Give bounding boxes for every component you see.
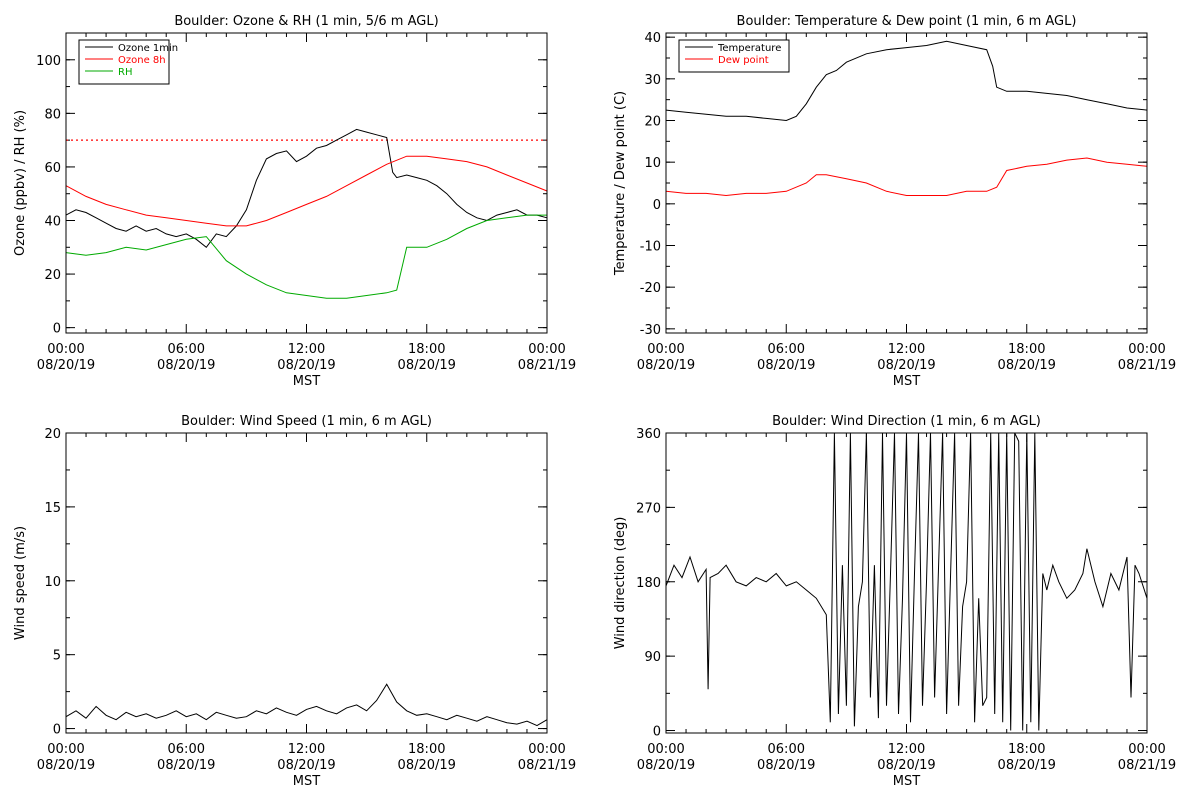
x-tick-label-time: 12:00 <box>888 342 925 357</box>
x-tick-label-date: 08/21/19 <box>518 758 576 773</box>
y-tick-label: 40 <box>44 215 61 230</box>
y-tick-label: 30 <box>644 73 661 88</box>
x-tick-label-date: 08/20/19 <box>37 358 95 373</box>
y-tick-label: -20 <box>640 281 661 296</box>
y-tick-label: -10 <box>640 240 661 255</box>
legend-label: Ozone 8h <box>118 55 166 66</box>
x-axis-label: MST <box>893 774 920 789</box>
series-line-temperature <box>665 40 1148 122</box>
x-tick-label-date: 08/20/19 <box>757 758 815 773</box>
chart-panel-wind_dir: Boulder: Wind Direction (1 min, 6 m AGL)… <box>613 414 1176 789</box>
x-tick-label-time: 00:00 <box>528 342 565 357</box>
x-tick-label-time: 18:00 <box>408 742 445 757</box>
x-tick-label-time: 00:00 <box>47 742 84 757</box>
y-tick-label: 0 <box>53 723 61 738</box>
y-tick-label: 0 <box>53 322 61 337</box>
y-tick-label: 80 <box>44 107 61 122</box>
x-tick-label-date: 08/20/19 <box>157 358 215 373</box>
x-axis-label: MST <box>293 774 320 789</box>
y-tick-label: -30 <box>640 323 661 338</box>
y-tick-label: 270 <box>636 501 661 516</box>
series-line-ozone-8h <box>65 155 548 227</box>
plot-frame <box>665 432 1148 734</box>
y-tick-label: 60 <box>44 161 61 176</box>
x-axis-label: MST <box>293 374 320 389</box>
chart-panel-temp_dew: Boulder: Temperature & Dew point (1 min,… <box>613 14 1176 389</box>
y-tick-label: 20 <box>44 268 61 283</box>
x-tick-label-time: 00:00 <box>1128 742 1165 757</box>
x-tick-label-time: 06:00 <box>768 342 805 357</box>
series-line <box>65 683 548 727</box>
y-axis-label: Temperature / Dew point (C) <box>613 91 628 276</box>
x-tick-label-date: 08/20/19 <box>398 358 456 373</box>
chart-title: Boulder: Wind Direction (1 min, 6 m AGL) <box>772 414 1041 429</box>
x-axis-label: MST <box>893 374 920 389</box>
x-tick-label-date: 08/21/19 <box>518 358 576 373</box>
series-line-dew-point <box>665 157 1148 197</box>
y-tick-label: 0 <box>653 198 661 213</box>
y-tick-label: 100 <box>36 54 61 69</box>
y-axis-label: Ozone (ppbv) / RH (%) <box>13 110 28 256</box>
y-tick-label: 0 <box>653 725 661 740</box>
y-axis-label: Wind direction (deg) <box>613 517 628 650</box>
x-tick-label-time: 06:00 <box>768 742 805 757</box>
y-tick-label: 20 <box>644 115 661 130</box>
x-tick-label-time: 06:00 <box>168 742 205 757</box>
x-tick-label-time: 00:00 <box>528 742 565 757</box>
plot-frame <box>65 32 548 334</box>
plot-frame <box>65 432 548 734</box>
y-tick-label: 40 <box>644 31 661 46</box>
chart-title: Boulder: Temperature & Dew point (1 min,… <box>737 14 1077 29</box>
x-tick-label-date: 08/21/19 <box>1118 358 1176 373</box>
legend-label: RH <box>118 67 132 78</box>
x-tick-label-time: 06:00 <box>168 342 205 357</box>
y-tick-label: 20 <box>44 427 61 442</box>
y-tick-label: 360 <box>636 427 661 442</box>
x-tick-label-date: 08/20/19 <box>998 358 1056 373</box>
x-tick-label-time: 00:00 <box>647 742 684 757</box>
series-line-rh <box>65 214 547 299</box>
x-tick-label-date: 08/20/19 <box>157 758 215 773</box>
chart-title: Boulder: Wind Speed (1 min, 6 m AGL) <box>181 414 432 429</box>
y-tick-label: 180 <box>636 576 661 591</box>
legend-label: Dew point <box>718 55 769 66</box>
legend-box <box>678 39 790 73</box>
y-tick-label: 10 <box>44 575 61 590</box>
x-tick-label-time: 00:00 <box>47 342 84 357</box>
y-tick-label: 10 <box>644 156 661 171</box>
legend-label: Temperature <box>717 43 781 54</box>
chart-title: Boulder: Ozone & RH (1 min, 5/6 m AGL) <box>174 14 438 29</box>
y-axis-label: Wind speed (m/s) <box>13 526 28 640</box>
x-tick-label-date: 08/20/19 <box>637 358 695 373</box>
x-tick-label-date: 08/20/19 <box>877 358 935 373</box>
x-tick-label-time: 12:00 <box>288 342 325 357</box>
chart-panel-ozone_rh: Boulder: Ozone & RH (1 min, 5/6 m AGL) Oz… <box>13 14 576 389</box>
x-tick-label-time: 00:00 <box>647 342 684 357</box>
x-tick-label-date: 08/20/19 <box>757 358 815 373</box>
x-tick-label-time: 18:00 <box>1008 342 1045 357</box>
x-tick-label-date: 08/20/19 <box>398 758 456 773</box>
x-tick-label-time: 00:00 <box>1128 342 1165 357</box>
x-tick-label-time: 12:00 <box>288 742 325 757</box>
y-tick-label: 90 <box>644 650 661 665</box>
x-tick-label-date: 08/20/19 <box>37 758 95 773</box>
x-tick-label-date: 08/20/19 <box>877 758 935 773</box>
x-tick-label-date: 08/21/19 <box>1118 758 1176 773</box>
x-tick-label-date: 08/20/19 <box>637 758 695 773</box>
legend-label: Ozone 1min <box>118 43 178 54</box>
x-tick-label-date: 08/20/19 <box>998 758 1056 773</box>
x-tick-label-time: 18:00 <box>1008 742 1045 757</box>
series-line <box>665 432 1148 731</box>
x-tick-label-time: 18:00 <box>408 342 445 357</box>
x-tick-label-date: 08/20/19 <box>277 758 335 773</box>
x-tick-label-date: 08/20/19 <box>277 358 335 373</box>
y-tick-label: 5 <box>53 649 61 664</box>
chart-panel-wind_speed: Boulder: Wind Speed (1 min, 6 m AGL) Wind… <box>13 414 576 789</box>
plot-frame <box>665 32 1148 334</box>
x-tick-label-time: 12:00 <box>888 742 925 757</box>
y-tick-label: 15 <box>44 501 61 516</box>
series-line-ozone-1min <box>65 128 548 249</box>
